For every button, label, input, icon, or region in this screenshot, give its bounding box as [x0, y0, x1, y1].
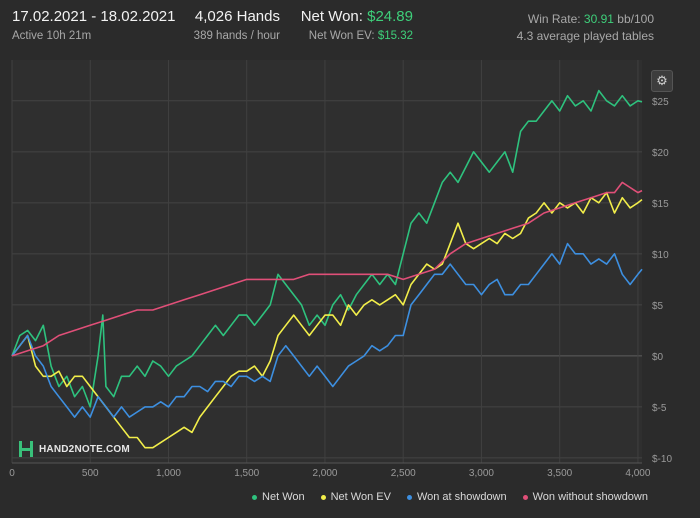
y-axis-ticks: $-10 $-5 $0 $5 $10 $15 $20 $25 — [652, 97, 672, 465]
net-won-ev-value: $15.32 — [377, 30, 413, 42]
y-tick-label: $10 — [652, 250, 669, 261]
x-tick-label: 4,000 — [625, 468, 650, 479]
logo-icon — [19, 441, 33, 457]
legend-label: Net Won EV — [330, 491, 391, 503]
net-won-value: $24.89 — [367, 8, 413, 25]
series-line-net-won — [11, 89, 643, 408]
x-tick-label: 3,500 — [547, 468, 572, 479]
x-tick-label: 2,500 — [391, 468, 416, 479]
series-line-net-won-ev — [11, 191, 643, 449]
hands-info: 4,026 Hands 389 hands / hour — [180, 8, 280, 42]
stats-header: 17.02.2021 - 18.02.2021 Active 10h 21m 4… — [0, 0, 700, 56]
net-won-ev-label: Net Won EV: — [308, 30, 375, 42]
legend-item[interactable]: Net Won EV — [320, 491, 391, 503]
win-rate-unit: bb/100 — [617, 12, 654, 26]
session-info: 17.02.2021 - 18.02.2021 Active 10h 21m — [12, 8, 175, 42]
legend-item[interactable]: Net Won — [252, 491, 305, 503]
legend-item[interactable]: Won without showdown — [522, 491, 648, 503]
net-won-info: Net Won: $24.89 Net Won EV: $15.32 — [295, 8, 413, 42]
legend-dot — [406, 494, 412, 500]
results-chart: $-10 $-5 $0 $5 $10 $15 $20 $25 0 500 1,000 1,500 2,… — [9, 60, 672, 479]
legend-dot — [252, 494, 258, 500]
x-tick-label: 3,000 — [469, 468, 494, 479]
hands-count: 4,026 Hands — [194, 8, 280, 25]
y-tick-label: $20 — [652, 148, 669, 159]
y-tick-label: $15 — [652, 199, 669, 210]
y-tick-label: $25 — [652, 97, 669, 108]
legend-dot — [320, 494, 326, 500]
settings-button[interactable]: ⚙ — [651, 70, 673, 92]
win-rate-value: 30.91 — [583, 12, 614, 26]
win-rate-info: Win Rate: 30.91 bb/100 4.3 average playe… — [500, 8, 654, 43]
series-line-won-at-showdown — [11, 242, 643, 418]
net-won-label: Net Won: — [300, 8, 363, 25]
y-tick-label: $5 — [652, 301, 664, 312]
chart-legend: Net Won Net Won EV Won at showdown Won with… — [252, 491, 648, 503]
x-tick-label: 0 — [9, 468, 15, 479]
x-tick-label: 500 — [82, 468, 99, 479]
logo-text: HAND2NOTE.COM — [39, 443, 130, 455]
legend-label: Net Won — [262, 491, 305, 503]
legend-label: Won at showdown — [416, 491, 507, 503]
avg-tables: 4.3 average played tables — [516, 29, 654, 43]
date-range: 17.02.2021 - 18.02.2021 — [12, 8, 176, 25]
grid-lines — [11, 60, 642, 464]
x-tick-label: 1,000 — [156, 468, 181, 479]
legend-label: Won without showdown — [532, 491, 648, 503]
plot-background — [12, 60, 642, 463]
x-tick-label: 1,500 — [234, 468, 259, 479]
series-lines — [11, 89, 643, 449]
x-axis-ticks: 0 500 1,000 1,500 2,000 2,500 3,000 3,500 4,000 — [9, 468, 651, 479]
hand2note-logo: HAND2NOTE.COM — [18, 440, 130, 458]
hands-per-hour: 389 hands / hour — [193, 30, 280, 42]
legend-item[interactable]: Won at showdown — [406, 491, 507, 503]
y-tick-label: $-10 — [652, 454, 672, 465]
x-tick-label: 2,000 — [312, 468, 337, 479]
y-tick-label: $0 — [652, 352, 664, 363]
legend-dot — [522, 494, 528, 500]
series-line-won-without-showdown — [11, 181, 643, 357]
gear-icon: ⚙ — [656, 73, 668, 88]
active-time: Active 10h 21m — [12, 30, 92, 42]
y-tick-label: $-5 — [652, 403, 667, 414]
win-rate-label: Win Rate: — [527, 12, 581, 26]
